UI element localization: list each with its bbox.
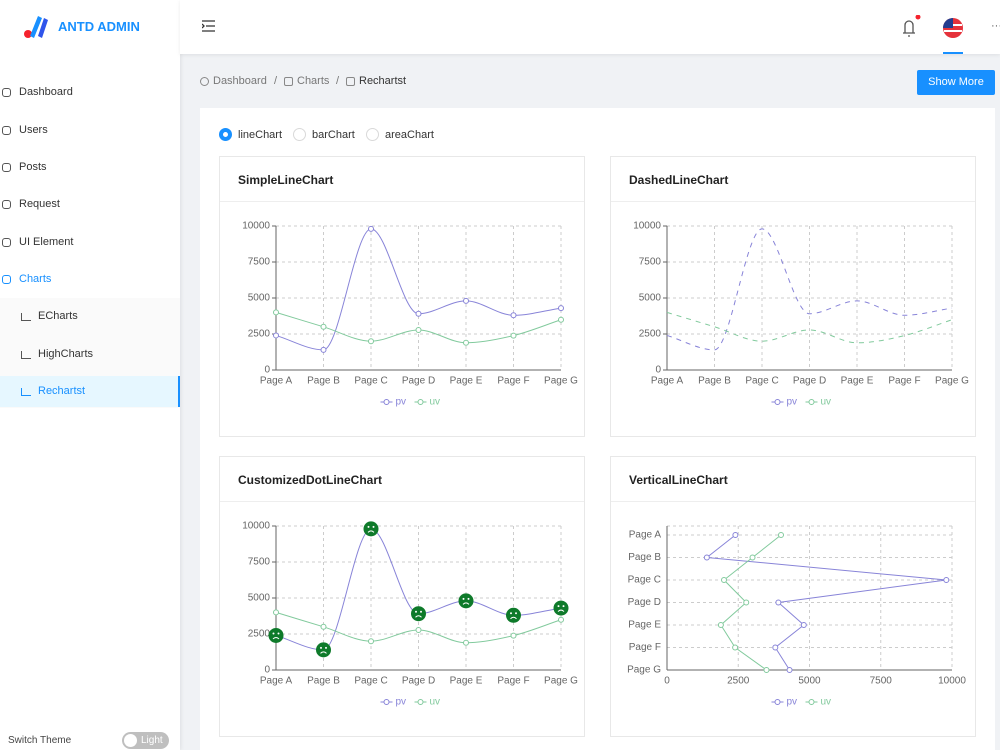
card-divider [611,201,975,202]
submenu-label: HighCharts [38,348,94,360]
logo [24,16,48,38]
radio-label: lineChart [238,129,283,141]
breadcrumb-item[interactable]: Charts [297,75,330,87]
selected-item[interactable] [0,376,180,407]
chart-title: VerticalLineChart [629,473,728,487]
radio-label: areaChart [385,129,434,141]
menu-label: Charts [19,273,52,285]
theme-toggle[interactable]: Light [122,732,169,749]
breadcrumb-icon [284,77,293,86]
logo-text: ANTD ADMIN [58,19,140,34]
menu-item[interactable]: Charts [0,272,180,288]
menu-icon [2,163,11,172]
menu-icon [2,126,11,135]
switch-theme: Switch Theme [8,735,72,746]
menu-label: UI Element [19,236,74,248]
menu-item[interactable]: Posts [0,160,180,176]
menu-item[interactable]: Users [0,123,180,139]
menu-icon [2,275,11,284]
chart-card: DashedLineChart [610,156,976,437]
active-underline [943,52,963,54]
menu-fold[interactable] [202,20,216,32]
breadcrumb-item: Rechartst [359,75,407,87]
menu-icon [2,200,11,209]
menu-icon [2,88,11,97]
breadcrumb-icon [200,77,209,86]
radio[interactable]: lineChart [219,128,309,142]
breadcrumb-icon [346,77,355,86]
submenu-icon [21,388,31,396]
chart-card: SimpleLineChart [219,156,585,437]
breadcrumb-item[interactable]: Dashboard [213,75,267,87]
chart-title: CustomizedDotLineChart [238,473,382,487]
menu-item[interactable]: Dashboard [0,85,180,101]
submenu-label: ECharts [38,310,78,322]
chart-title: SimpleLineChart [238,173,334,187]
card-divider [611,501,975,502]
radio[interactable]: areaChart [366,128,456,142]
submenu-item[interactable]: HighCharts [0,347,180,363]
header: ··· [180,0,1000,54]
radio-circle [219,128,232,141]
submenu-item[interactable]: ECharts [0,309,180,325]
submenu-label: Rechartst [38,385,86,397]
sidebar: ANTD ADMIN Dashboard Users Posts Request UI … [0,0,180,750]
menu-item[interactable]: Request [0,197,180,213]
radio[interactable]: barChart [293,128,383,142]
radio-circle [293,128,306,141]
theme-label: Light [141,735,163,746]
show-more-button[interactable]: Show More [917,70,995,95]
more[interactable]: ··· [991,20,1000,32]
language-flag[interactable] [942,17,964,39]
menu-label: Posts [19,161,47,173]
submenu-icon [21,313,31,321]
chart-card: VerticalLineChart [610,456,976,737]
radio-label: barChart [312,129,355,141]
submenu-icon [21,351,31,359]
card-divider [220,501,584,502]
menu-label: Request [19,198,60,210]
breadcrumb-separator: / [274,75,278,87]
chart-card: CustomizedDotLineChart [219,456,585,737]
card-divider [220,201,584,202]
submenu-item[interactable]: Rechartst [0,384,180,400]
notification[interactable] [898,15,922,39]
chart-title: DashedLineChart [629,173,729,187]
menu-icon [2,238,11,247]
breadcrumb-separator: / [336,75,340,87]
menu-label: Users [19,124,48,136]
radio-circle [366,128,379,141]
menu-label: Dashboard [19,86,73,98]
menu-item[interactable]: UI Element [0,235,180,251]
